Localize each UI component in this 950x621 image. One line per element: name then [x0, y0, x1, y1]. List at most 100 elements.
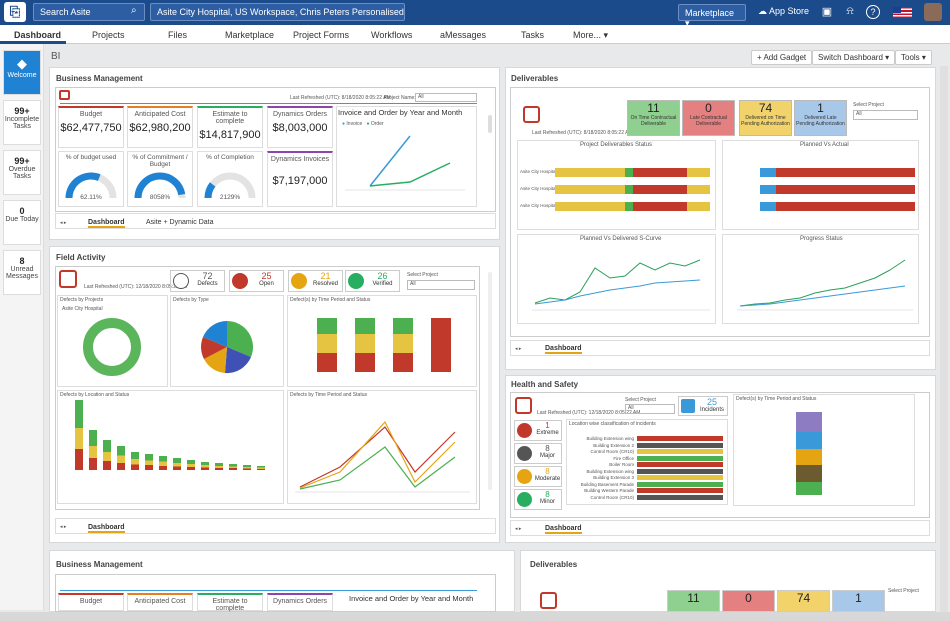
location-bar — [637, 462, 723, 467]
project-deliverables-status-chart — [517, 140, 716, 230]
panel-title: Health and Safety — [511, 380, 579, 389]
tab-marketplace[interactable]: Marketplace — [225, 30, 275, 40]
stat-label: Moderate — [534, 476, 561, 482]
search-input[interactable]: Search Asite — [33, 3, 145, 21]
page-scrollbar[interactable] — [940, 66, 948, 612]
select-project-dropdown[interactable]: All — [407, 280, 475, 290]
location-bar — [243, 465, 251, 470]
asite-logo-icon[interactable]: ⎘ — [4, 2, 26, 22]
marketplace-dropdown[interactable]: Marketplace ▾ — [678, 4, 746, 28]
bar-segment — [431, 334, 451, 354]
location-bar — [173, 458, 181, 470]
stat-value: 1 — [855, 591, 862, 605]
location-bar — [187, 460, 195, 470]
stacked-bar — [555, 185, 710, 194]
legend-invoice: ● Invoice — [342, 121, 363, 127]
select-project-dropdown[interactable]: All — [625, 404, 675, 414]
avatar[interactable] — [924, 3, 942, 21]
search-icon[interactable]: ⌕ — [131, 5, 137, 16]
deliverable-stat: 11 On Time Contractual Deliverable — [627, 100, 680, 136]
location-label: Building Extension 3 — [593, 475, 634, 480]
bar-segment — [632, 168, 687, 177]
switch-dashboard-button[interactable]: Switch Dashboard ▾ — [812, 50, 896, 65]
tab-more[interactable]: More... ▾ — [573, 30, 609, 40]
chart-title: Planned Vs Delivered S-Curve — [580, 236, 662, 242]
select-project-dropdown[interactable]: All — [853, 110, 918, 120]
location-label: Fire Office — [613, 455, 634, 461]
defects-by-location-chart — [57, 390, 284, 504]
sidebar-item-unread-messages[interactable]: 8 Unread Messages — [3, 250, 41, 295]
sidebar-item-incomplete-tasks[interactable]: 99+ Incomplete Tasks — [3, 100, 41, 145]
sidebar-item-overdue-tasks[interactable]: 99+ Overdue Tasks — [3, 150, 41, 195]
tools-button[interactable]: Tools ▾ — [895, 50, 932, 65]
refreshed-text: Last Refreshed (UTC): 8/18/2020 8:05:22 … — [290, 95, 391, 101]
video-icon[interactable]: ▣ — [821, 6, 833, 18]
stat-label: Late Contractual Deliverable — [690, 115, 727, 127]
tab-workflows[interactable]: Workflows — [371, 30, 413, 40]
location-label: Building Extension 2 — [593, 442, 634, 448]
bar-segment — [760, 168, 776, 177]
panel-title: Field Activity — [56, 253, 106, 262]
sidebar-item-welcome[interactable]: ◆ Welcome — [3, 50, 41, 95]
panel-scrollbar[interactable] — [488, 115, 492, 133]
kpi-label: Estimate to complete — [212, 111, 248, 125]
location-label: Control Room (CR10) — [590, 449, 634, 454]
location-bar — [229, 464, 237, 470]
legend-order-label: Order — [370, 121, 384, 127]
tab-bm-dashboard[interactable]: Dashboard — [88, 219, 125, 228]
kpi-value: $7,197,000 — [272, 175, 328, 187]
location-bar — [637, 455, 723, 461]
stacked-column — [355, 318, 375, 372]
bar-segment — [775, 202, 915, 211]
bar-segment — [796, 412, 822, 432]
app-store-button[interactable]: ☁ App Store — [758, 6, 810, 16]
tab-project-forms[interactable]: Project Forms — [293, 30, 350, 40]
panel-title: Deliverables — [511, 74, 559, 83]
stat-value: 1 — [817, 101, 824, 115]
tab-dashboard[interactable]: Dashboard — [14, 30, 62, 40]
stacked-column — [317, 318, 337, 372]
panel-title: Business Management — [56, 74, 143, 83]
bar-segment — [393, 334, 413, 354]
severity-dot-icon — [517, 423, 532, 438]
bar-segment — [317, 318, 337, 335]
location-label: Boiler Room — [609, 462, 634, 467]
incidents-label: Incidents — [699, 407, 724, 413]
bar-segment — [686, 185, 710, 194]
bell-icon[interactable]: ⍾ — [846, 5, 854, 17]
tab-projects[interactable]: Projects — [92, 30, 125, 40]
sidebar-item-due-today[interactable]: 0 Due Today — [3, 200, 41, 245]
bar-segment — [796, 465, 822, 482]
workspace-selector[interactable]: Asite City Hospital, US Workspace, Chris… — [150, 3, 405, 21]
us-flag-icon[interactable] — [893, 7, 912, 18]
refreshed-text: Last Refreshed (UTC): 8/18/2020 8:05:22 … — [532, 130, 633, 136]
app-store-label: App Store — [769, 6, 810, 16]
stat-value: 21 — [320, 271, 331, 281]
incidents-stat: 25 Incidents — [678, 396, 728, 416]
location-bar — [103, 440, 111, 470]
add-gadget-button[interactable]: + Add Gadget — [751, 50, 813, 65]
help-icon[interactable]: ? — [866, 5, 880, 19]
gauge-value: 2129% — [219, 194, 241, 201]
panel-scrollbar[interactable] — [488, 272, 492, 490]
tools-label: Tools — [901, 53, 920, 62]
incidents-count: 25 — [706, 397, 717, 407]
tab-amessages[interactable]: aMessages — [440, 30, 487, 40]
sidebar-item-label: Overdue Tasks — [8, 166, 36, 180]
defects-by-type-chart — [170, 295, 284, 387]
tab-field-dashboard[interactable]: Dashboard — [88, 524, 125, 533]
building-icon — [681, 399, 695, 413]
main-nav — [0, 25, 950, 44]
project-name-select[interactable]: All — [415, 93, 477, 102]
defects-time-status-chart — [287, 295, 477, 387]
status-dot-icon — [348, 273, 364, 289]
deliverable-stat: 1 Delivered Late Pending Authorization — [794, 100, 847, 136]
tab-tasks[interactable]: Tasks — [521, 30, 545, 40]
tab-files[interactable]: Files — [168, 30, 188, 40]
active-tab-indicator — [0, 41, 66, 44]
tab-hs-dashboard[interactable]: Dashboard — [545, 525, 582, 534]
tab-bm-asite-dynamic[interactable]: Asite + Dynamic Data — [146, 219, 214, 226]
tab-deliv-dashboard[interactable]: Dashboard — [545, 345, 582, 354]
location-label: Building Basement Parade — [580, 481, 634, 487]
chart-title: Project Deliverables Status — [580, 142, 653, 148]
